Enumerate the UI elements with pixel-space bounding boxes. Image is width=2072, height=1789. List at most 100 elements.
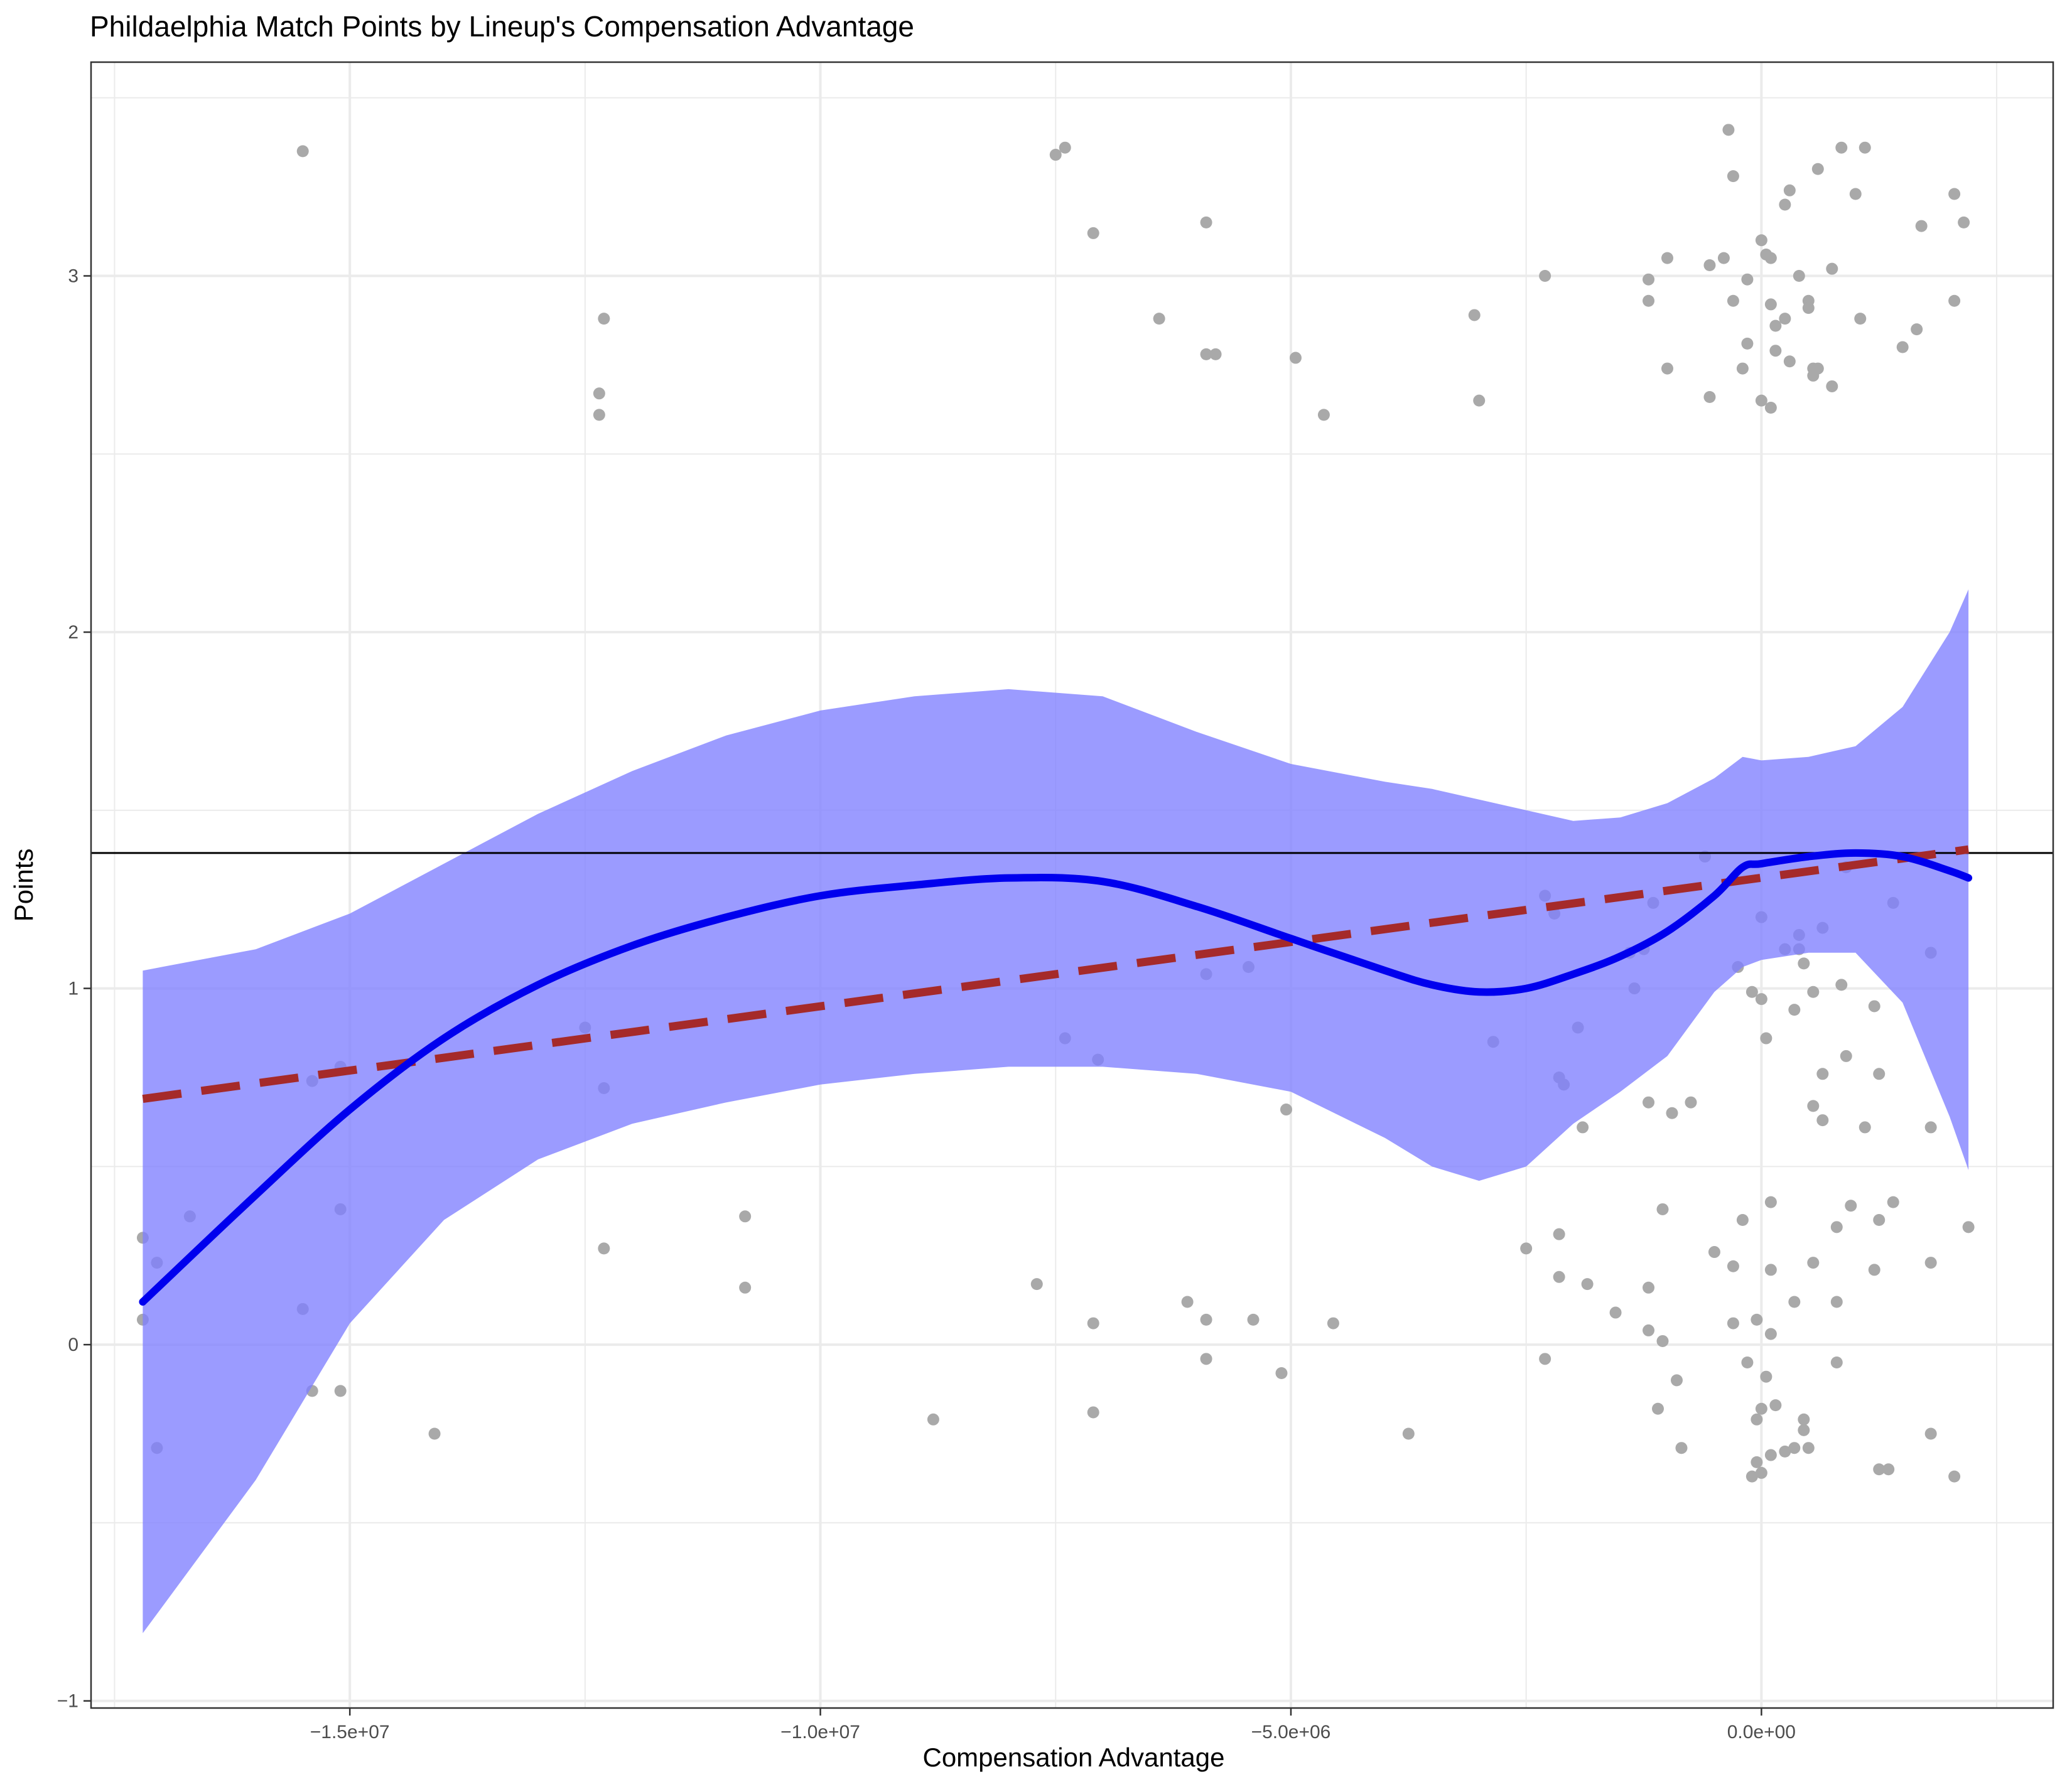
data-point [1087,1406,1099,1419]
data-point [598,313,610,325]
data-point [1317,409,1330,421]
y-axis: −1 0 1 2 3 [57,266,91,1712]
data-point [1958,216,1970,228]
data-point [1854,313,1867,325]
data-point [1769,320,1782,332]
data-point [296,145,309,158]
x-tick-label: −5.0e+06 [1251,1722,1331,1743]
data-point [1402,1427,1415,1440]
data-point [1755,394,1767,407]
data-point [1200,1353,1212,1365]
data-point [334,1385,347,1397]
data-point [1553,1271,1565,1283]
data-point [593,387,605,400]
data-point [1327,1317,1339,1330]
data-point [1962,1221,1975,1233]
data-point [1769,1399,1782,1412]
x-tick-label: −1.0e+07 [780,1722,860,1743]
data-point [1703,259,1716,271]
data-point [1924,1427,1937,1440]
data-point [1685,1096,1697,1109]
data-point [598,1242,610,1255]
data-point [1200,348,1212,360]
data-point [1703,390,1716,403]
data-point [1275,1367,1288,1380]
data-point [1656,1335,1669,1347]
data-point [1643,273,1655,286]
data-point [739,1281,752,1294]
data-point [1764,1196,1777,1208]
data-point [1911,323,1923,336]
linear-fit-line [142,845,1969,1103]
data-point [1755,993,1767,1006]
data-point [1915,220,1928,232]
data-point [1830,1221,1843,1233]
data-point [1835,979,1848,991]
data-point [1473,394,1486,407]
data-point [1859,141,1871,154]
data-point [1727,294,1739,307]
data-point [1840,1050,1852,1062]
data-point [1798,1424,1810,1436]
y-tick-label: 3 [68,266,78,287]
data-point [1717,252,1730,264]
data-point [1788,1004,1801,1016]
y-tick-label: −1 [57,1691,78,1712]
data-point [1798,1413,1810,1426]
data-point [1802,302,1815,314]
y-tick-label: 2 [68,622,78,643]
y-axis-title: Points [9,849,38,922]
data-point [1643,294,1655,307]
data-point [1788,1296,1801,1308]
data-point [1181,1296,1194,1308]
data-point [739,1210,752,1223]
data-point [1722,124,1735,136]
data-point [1764,252,1777,264]
data-point [1811,163,1824,175]
data-point [1468,309,1481,321]
data-point [1652,1402,1665,1415]
data-point [1577,1121,1589,1134]
data-point [1030,1278,1043,1291]
data-point [1764,1328,1777,1340]
data-point [1760,1032,1773,1045]
data-point [1769,345,1782,357]
data-point [1887,1196,1899,1208]
confidence-ribbon [143,589,1969,1633]
data-point [1764,298,1777,311]
data-point [1247,1313,1260,1326]
data-point [1816,1068,1829,1080]
data-point [1539,1353,1551,1365]
data-point [1859,1121,1871,1134]
x-tick-label: 0.0e+00 [1727,1722,1796,1743]
data-point [1751,1456,1763,1468]
data-point [1783,355,1796,368]
data-point [1896,341,1909,353]
data-point [1609,1306,1622,1319]
data-point [1727,1317,1739,1330]
y-tick-label: 1 [68,979,78,999]
data-point [1873,1213,1886,1226]
chart-title: Phildaelphia Match Points by Lineup's Co… [90,10,914,43]
data-point [1736,362,1749,375]
data-point [1741,337,1754,350]
data-point [1741,273,1754,286]
data-point [1798,957,1810,970]
data-point [1760,1370,1773,1383]
data-point [1807,1100,1820,1112]
data-point [1948,294,1961,307]
data-point [1826,262,1838,275]
data-point [1670,1374,1683,1387]
data-point [1280,1104,1292,1116]
data-point [1779,313,1791,325]
x-tick-label: −1.5e+07 [310,1722,390,1743]
data-point [1059,141,1071,154]
data-point [1153,313,1165,325]
data-point [1826,380,1838,392]
data-point [1741,1356,1754,1368]
data-point [1924,1121,1937,1134]
data-point [927,1413,939,1426]
data-point [1200,1313,1212,1326]
data-point [1830,1296,1843,1308]
